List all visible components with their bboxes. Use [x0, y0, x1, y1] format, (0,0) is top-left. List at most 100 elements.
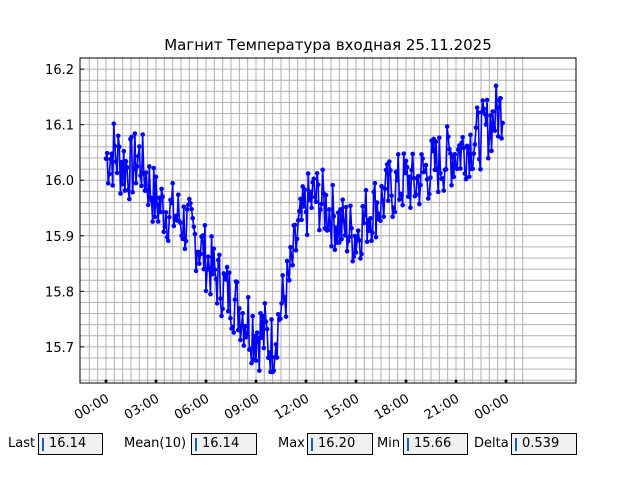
data-point [460, 134, 465, 140]
data-point [208, 291, 213, 297]
data-point [359, 251, 364, 257]
data-point [244, 331, 250, 337]
data-point [183, 238, 189, 244]
data-point [242, 323, 248, 329]
data-point [348, 203, 353, 209]
data-point [313, 199, 319, 205]
data-point [113, 159, 119, 164]
data-point [104, 150, 110, 156]
data-point [152, 214, 158, 220]
data-point [308, 189, 313, 195]
data-point [214, 301, 220, 306]
data-point [125, 187, 131, 193]
data-point [361, 220, 367, 226]
data-point [267, 350, 272, 355]
data-point [298, 196, 303, 202]
data-point [285, 270, 291, 276]
data-point [217, 252, 222, 258]
data-point [423, 162, 429, 168]
data-point [181, 204, 187, 209]
data-point [399, 192, 404, 198]
x-tick-label: 03:00 [122, 391, 162, 420]
data-point [328, 222, 333, 228]
data-point [353, 250, 359, 255]
data-point [190, 215, 195, 221]
data-point [357, 238, 362, 243]
data-point [349, 225, 354, 231]
data-point [237, 306, 242, 311]
data-point [234, 279, 240, 285]
data-point [143, 170, 149, 175]
data-point [284, 258, 290, 264]
data-point [278, 316, 283, 322]
text-cursor-icon [195, 438, 197, 451]
stat-label-max: Max [278, 436, 305, 451]
data-point [127, 196, 132, 202]
data-point [493, 83, 499, 89]
data-point [397, 197, 402, 202]
data-point [260, 313, 265, 319]
stat-value-delta: 0.539 [522, 436, 560, 451]
data-point [269, 317, 274, 322]
data-point [420, 156, 425, 161]
data-point [475, 110, 481, 115]
stat-field-delta: 0.539 [511, 433, 577, 455]
x-tick-label: 12:00 [272, 391, 312, 420]
data-point [273, 342, 279, 347]
data-point [488, 113, 493, 118]
data-point [342, 233, 348, 238]
data-point [304, 232, 310, 238]
data-point [303, 209, 309, 215]
data-point [441, 188, 447, 193]
data-point [241, 343, 247, 348]
data-point [198, 251, 203, 257]
data-point [465, 144, 471, 150]
data-point [301, 204, 307, 209]
data-point [197, 261, 202, 266]
data-point [481, 106, 487, 112]
data-point [382, 186, 388, 192]
data-point [387, 159, 392, 164]
stat-field-last: 16.14 [38, 433, 103, 455]
data-point [305, 171, 311, 176]
text-cursor-icon [42, 438, 44, 451]
data-point [430, 148, 435, 154]
stat-value-max: 16.20 [318, 436, 356, 451]
data-point [410, 151, 415, 157]
data-point [292, 222, 298, 228]
data-point [253, 358, 259, 363]
data-point [427, 191, 432, 197]
data-point [372, 180, 378, 186]
data-point [463, 176, 469, 182]
data-point [223, 277, 229, 282]
data-point [219, 313, 224, 319]
data-point [367, 228, 372, 234]
data-point [437, 135, 442, 140]
stat-label-min: Min [377, 436, 401, 451]
data-point [438, 170, 443, 176]
data-point [401, 151, 407, 156]
data-point [290, 262, 295, 268]
data-point [135, 153, 141, 159]
data-point [232, 297, 238, 302]
data-point [240, 310, 245, 316]
x-tick-mark [254, 379, 258, 383]
data-point [403, 158, 409, 164]
data-point [364, 239, 370, 245]
plot-frame [79, 57, 577, 384]
data-point [329, 243, 334, 249]
data-point [492, 128, 498, 133]
data-point [173, 213, 179, 219]
data-point [279, 301, 284, 306]
data-point [248, 346, 253, 352]
data-point [193, 268, 199, 274]
data-point [434, 166, 440, 172]
data-point [454, 166, 460, 172]
data-point [339, 236, 344, 242]
data-point [500, 120, 505, 126]
data-point [288, 244, 293, 250]
data-point [411, 175, 417, 181]
data-point [147, 164, 152, 169]
series-line [105, 85, 504, 375]
data-point [130, 189, 135, 195]
